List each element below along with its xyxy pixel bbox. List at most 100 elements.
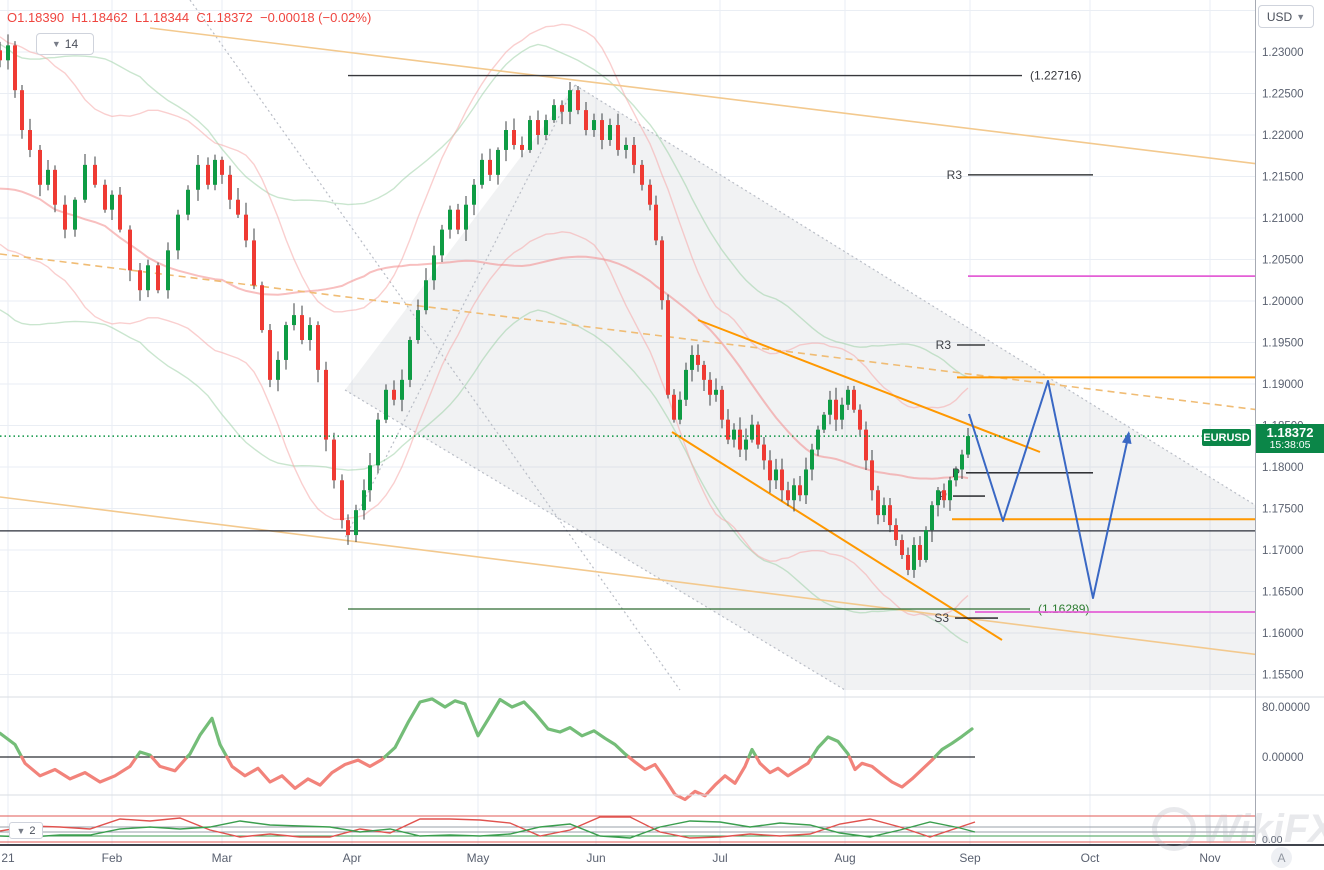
candle-body (300, 315, 304, 341)
candle-body (308, 325, 312, 341)
time-axis-label: Sep (959, 851, 981, 865)
price-axis-label: 1.16000 (1262, 628, 1304, 640)
time-axis-label: Apr (343, 851, 362, 865)
candle-body (332, 439, 336, 481)
price-axis-label: 1.19500 (1262, 338, 1304, 350)
time-axis-label: Jul (712, 851, 727, 865)
candle-body (46, 169, 50, 185)
chevron-down-icon: ▼ (16, 825, 26, 836)
candle-body (53, 169, 57, 205)
candle-body (750, 424, 754, 440)
candle-body (316, 325, 320, 370)
candle-body (852, 389, 856, 410)
candle-body (584, 110, 588, 131)
candle-body (488, 159, 492, 175)
candle-body (424, 280, 428, 311)
green-envelope-lower (0, 309, 969, 644)
symbol-name: EURUSD (1203, 431, 1250, 444)
trendline (671, 431, 1003, 641)
candle-body (672, 394, 676, 420)
candle-body (560, 105, 564, 112)
time-axis-label: Oct (1081, 851, 1100, 865)
auto-scale-button[interactable]: A (1271, 847, 1292, 868)
level-label: R3 (947, 168, 963, 182)
candle-body (220, 159, 224, 175)
candle-body (942, 490, 946, 501)
candle-body (906, 554, 910, 570)
oscillator-line (150, 755, 189, 773)
lower-panel-legend-count: 2 (29, 824, 36, 837)
trendline (149, 27, 1256, 165)
time-axis-label: Jun (586, 851, 605, 865)
candle-body (252, 240, 256, 286)
auto-scale-label: A (1277, 850, 1286, 865)
candle-body (480, 159, 484, 185)
candle-body (110, 194, 114, 210)
candle-body (870, 460, 874, 491)
candle-body (236, 199, 240, 215)
candle-body (376, 419, 380, 466)
legend-collapse-count: 14 (64, 37, 79, 51)
candle-body (702, 364, 706, 380)
time-axis[interactable] (0, 846, 1255, 870)
price-axis-label: 1.22500 (1262, 89, 1304, 101)
chart-plot-area[interactable] (0, 0, 1255, 845)
legend-collapse-dropdown[interactable]: ▼ 14 (36, 33, 94, 55)
candle-body (708, 379, 712, 395)
candle-body (496, 149, 500, 175)
candle-body (103, 184, 107, 210)
oscillator-line (810, 735, 851, 759)
trendline (0, 253, 1256, 411)
lower-panel-legend-dropdown[interactable]: ▼ 2 (9, 822, 43, 839)
candle-body (816, 429, 820, 450)
oscillator-line (847, 755, 937, 789)
candle-body (732, 429, 736, 440)
oscillator-line (747, 747, 758, 759)
candle-body (536, 120, 540, 135)
last-price-axis-label: 1.18372 15:38:05 (1256, 424, 1324, 453)
candle-body (738, 429, 742, 450)
price-axis-label: 1.23000 (1262, 47, 1304, 59)
candle-body (678, 399, 682, 420)
time-axis-label: Mar (212, 851, 233, 865)
candle-body (0, 50, 2, 61)
pink-moving-average (0, 187, 969, 480)
candle-body (616, 125, 620, 150)
candle-body (762, 444, 766, 461)
candle-body (354, 510, 358, 536)
forecast-zigzag-drawing[interactable] (968, 380, 1130, 599)
candle-body (20, 90, 24, 131)
candle-body (13, 45, 17, 91)
candle-body (63, 204, 67, 230)
candle-body (520, 144, 524, 150)
candle-body (268, 330, 272, 380)
candle-body (416, 310, 420, 341)
candle-body (858, 409, 862, 430)
candle-body (804, 469, 808, 496)
candle-body (810, 449, 814, 470)
candle-body (464, 204, 468, 230)
candle-body (684, 369, 688, 400)
candle-body (846, 389, 850, 405)
oscillator-line (185, 716, 229, 759)
candle-body (324, 369, 328, 440)
candle-body (276, 359, 280, 380)
candle-body (432, 255, 436, 281)
oscillator-line (20, 755, 139, 784)
candle-body (690, 354, 694, 370)
currency-label: USD (1266, 9, 1293, 24)
candle-body (600, 120, 604, 140)
price-axis[interactable] (1256, 0, 1324, 845)
candle-body (786, 490, 790, 501)
candle-body (726, 419, 730, 440)
currency-dropdown[interactable]: USD ▼ (1258, 5, 1314, 28)
candle-body (834, 399, 838, 420)
candle-body (876, 490, 880, 516)
candle-body (260, 285, 264, 331)
oscillator-line (383, 697, 631, 759)
candle-body (38, 149, 42, 185)
candle-body (576, 90, 580, 111)
candle-body (176, 214, 180, 251)
candle-body (756, 424, 760, 445)
